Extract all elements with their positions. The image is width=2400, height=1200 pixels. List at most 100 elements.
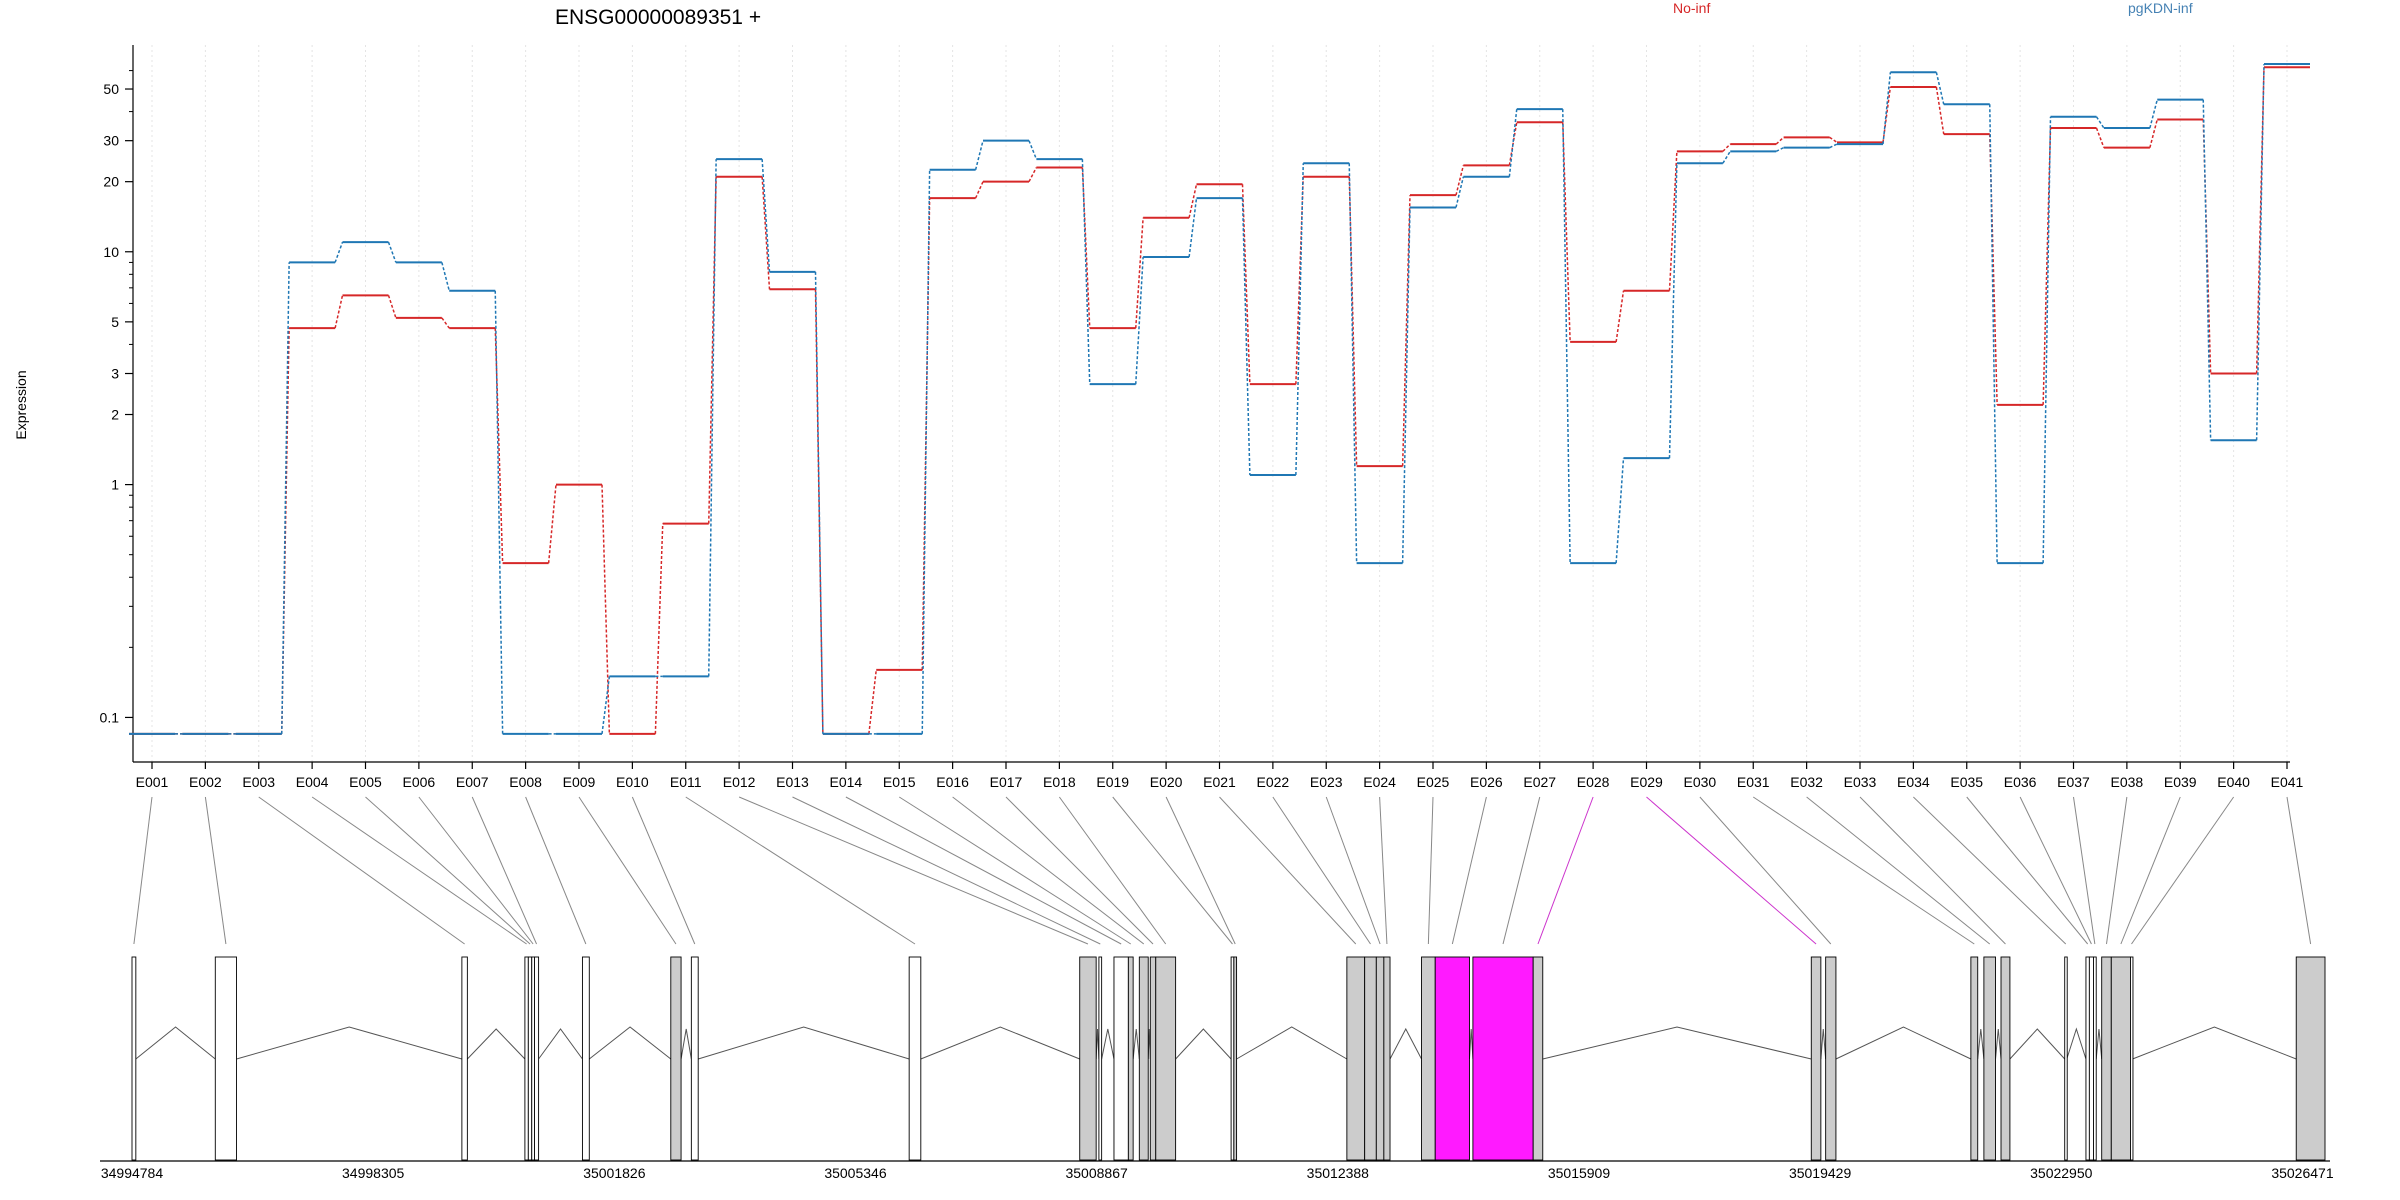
exon-box-e027 bbox=[1472, 956, 1534, 1161]
x-tick-label-e039: E039 bbox=[2164, 774, 2197, 790]
series-step bbox=[387, 295, 397, 319]
connector-e009 bbox=[578, 796, 677, 945]
x-tick-label-e017: E017 bbox=[990, 774, 1023, 790]
series-step bbox=[1829, 136, 1838, 143]
connector-e035 bbox=[1966, 796, 2089, 945]
intron-line bbox=[1236, 1026, 1348, 1060]
exon-box-e029 bbox=[1810, 956, 1822, 1161]
exon-box-e025 bbox=[1421, 956, 1436, 1161]
series-step bbox=[1295, 176, 1304, 385]
series-step bbox=[708, 176, 717, 524]
x-tick-label-e014: E014 bbox=[830, 774, 863, 790]
connector-e015 bbox=[898, 796, 1132, 945]
x-tick-label-e033: E033 bbox=[1844, 774, 1877, 790]
x-tick-label-e025: E025 bbox=[1417, 774, 1450, 790]
connector-e018 bbox=[1058, 796, 1167, 945]
series-step bbox=[1722, 150, 1731, 164]
genomic-coordinate-label: 34994784 bbox=[101, 1165, 164, 1181]
connector-e032 bbox=[1806, 796, 1991, 945]
series-step bbox=[1455, 176, 1465, 208]
series-step bbox=[547, 484, 557, 564]
connector-e017 bbox=[1005, 796, 1154, 945]
series-step bbox=[654, 523, 664, 734]
x-tick-label-e024: E024 bbox=[1363, 774, 1396, 790]
series-step bbox=[1348, 176, 1358, 467]
x-tick-label-e037: E037 bbox=[2057, 774, 2090, 790]
exon-box-e036 bbox=[2088, 956, 2094, 1161]
exon-box-e034 bbox=[2064, 956, 2068, 1161]
intron-line bbox=[135, 1026, 216, 1060]
series-step bbox=[1562, 122, 1571, 342]
x-tick-label-e032: E032 bbox=[1790, 774, 1823, 790]
genomic-coordinate-label: 35026471 bbox=[2271, 1165, 2334, 1181]
series-step bbox=[2095, 116, 2105, 129]
y-tick-label: 50 bbox=[103, 81, 119, 97]
series-step bbox=[2042, 128, 2052, 405]
exon-box-e032 bbox=[1983, 956, 1996, 1161]
series-step bbox=[334, 241, 344, 263]
connector-e010 bbox=[631, 796, 696, 945]
series-step bbox=[1882, 86, 1892, 143]
y-tick-label: 5 bbox=[111, 314, 119, 330]
x-tick-label-e022: E022 bbox=[1257, 774, 1290, 790]
connector-e016 bbox=[952, 796, 1145, 945]
exon-box-e037 bbox=[2093, 956, 2097, 1161]
x-tick-label-e035: E035 bbox=[1950, 774, 1983, 790]
connector-e027 bbox=[1502, 796, 1541, 945]
connector-e029 bbox=[1646, 796, 1817, 945]
series-step bbox=[1775, 136, 1785, 145]
connector-e020 bbox=[1165, 796, 1236, 945]
genomic-coordinate-label: 34998305 bbox=[342, 1165, 405, 1181]
series-step bbox=[601, 484, 611, 734]
x-tick-label-e006: E006 bbox=[403, 774, 436, 790]
series-step bbox=[761, 159, 771, 272]
exon-box-e009 bbox=[670, 956, 682, 1161]
exon-box-e039 bbox=[2110, 956, 2131, 1161]
connector-e023 bbox=[1325, 796, 1381, 945]
y-tick-label: 30 bbox=[103, 133, 119, 149]
series-step bbox=[1615, 458, 1625, 564]
y-tick-label: 3 bbox=[111, 366, 119, 382]
connector-e019 bbox=[1112, 796, 1233, 945]
series-layer bbox=[129, 63, 2310, 735]
exon-box-e028 bbox=[1532, 956, 1544, 1161]
exon-box-e023 bbox=[1375, 956, 1385, 1161]
exon-box-e010 bbox=[690, 956, 699, 1161]
exon-box-e024 bbox=[1383, 956, 1391, 1161]
intron-line bbox=[2009, 1028, 2066, 1060]
intron-line bbox=[467, 1028, 526, 1060]
connector-e037 bbox=[2073, 796, 2096, 945]
y-tick-label: 1 bbox=[111, 477, 119, 493]
x-tick-label-e038: E038 bbox=[2111, 774, 2144, 790]
x-tick-label-e007: E007 bbox=[456, 774, 489, 790]
x-tick-label-e029: E029 bbox=[1630, 774, 1663, 790]
intron-line bbox=[920, 1026, 1080, 1060]
x-tick-label-e003: E003 bbox=[242, 774, 275, 790]
y-tick-label: 10 bbox=[103, 244, 119, 260]
series-step bbox=[1401, 207, 1411, 564]
y-tick-label: 20 bbox=[103, 174, 119, 190]
x-tick-label-e041: E041 bbox=[2271, 774, 2304, 790]
series-step bbox=[1188, 198, 1198, 258]
series-step bbox=[708, 159, 717, 677]
connector-e005 bbox=[365, 796, 531, 945]
series-no-inf bbox=[129, 66, 2310, 735]
exon-box-e020 bbox=[1233, 956, 1238, 1161]
series-step bbox=[974, 140, 984, 170]
x-tick-label-e019: E019 bbox=[1096, 774, 1129, 790]
exon-box-e041 bbox=[2295, 956, 2326, 1161]
exon-box-e035 bbox=[2085, 956, 2090, 1161]
genomic-coordinate-label: 35012388 bbox=[1307, 1165, 1370, 1181]
x-tick-label-e013: E013 bbox=[776, 774, 809, 790]
connector-e021 bbox=[1219, 796, 1357, 945]
x-tick-label-e005: E005 bbox=[349, 774, 382, 790]
gene-model: 34994784 34998305 35001826 35005346 35008867… bbox=[100, 956, 2334, 1181]
exon-box-e026 bbox=[1434, 956, 1470, 1161]
genomic-coordinate-label: 35015909 bbox=[1548, 1165, 1611, 1181]
exon-box-e003 bbox=[461, 956, 468, 1161]
intron-line bbox=[1389, 1027, 1422, 1060]
exon-box-e015 bbox=[1127, 956, 1134, 1161]
genomic-coordinate-label: 35022950 bbox=[2030, 1165, 2093, 1181]
series-step bbox=[2042, 116, 2052, 564]
connector-e011 bbox=[685, 796, 916, 945]
